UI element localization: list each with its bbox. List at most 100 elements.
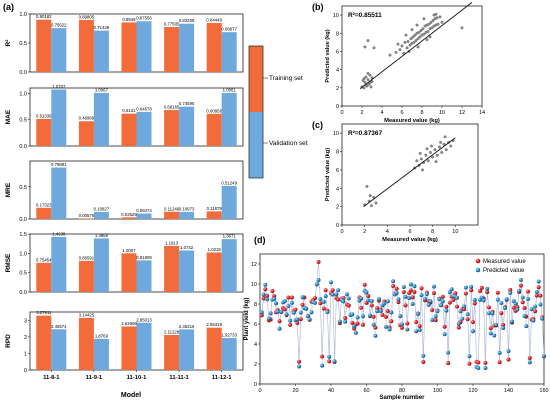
fit-line <box>363 137 456 207</box>
scatter-point <box>421 168 424 172</box>
plot-frame <box>341 5 483 107</box>
bar-value-label: 0.11879 <box>207 206 223 211</box>
y-tick-label: 0 <box>24 368 27 374</box>
bar-value-label: 0.8549 <box>122 17 136 22</box>
measured-point <box>486 305 491 310</box>
predicted-point <box>442 332 447 337</box>
measured-point <box>472 301 477 306</box>
scatter-point <box>421 27 425 31</box>
measured-point <box>375 306 380 311</box>
scatter-point <box>418 35 422 39</box>
predicted-point <box>430 318 435 323</box>
measured-point <box>455 304 460 309</box>
legend-measured-marker <box>475 258 481 264</box>
measured-point <box>462 307 467 312</box>
bar-MRE-valid <box>93 212 109 219</box>
predicted-point <box>298 310 303 315</box>
measured-point <box>433 318 438 323</box>
measured-point <box>293 307 298 312</box>
predicted-point <box>297 364 302 369</box>
measured-point <box>479 285 484 290</box>
y-tick-label: 4 <box>254 342 257 348</box>
measured-point <box>350 320 355 325</box>
scatter-point <box>429 20 433 24</box>
predicted-point <box>277 326 282 331</box>
predicted-point <box>382 301 387 306</box>
bar-MAE-valid <box>136 111 152 146</box>
y-tick-label: 2 <box>254 362 257 368</box>
bar-value-label: 1.0707 <box>52 84 66 89</box>
panel-a-label: (a) <box>3 2 14 12</box>
bar-value-label: 0.74595 <box>179 101 195 106</box>
metric-ylabel-RPD: RPD <box>5 334 12 348</box>
measured-point <box>421 359 426 364</box>
measured-point <box>476 360 481 365</box>
predicted-point <box>291 310 296 315</box>
bar-RPD-valid <box>136 322 152 370</box>
scatter-point <box>417 30 421 34</box>
measured-point <box>536 285 541 290</box>
x-tick-label: 0 <box>340 229 343 235</box>
measured-point <box>327 359 332 364</box>
predicted-point <box>313 300 318 305</box>
x-tick-label: 8 <box>431 229 434 235</box>
scatter-point <box>416 37 420 41</box>
measured-point <box>527 355 532 360</box>
measured-point <box>288 322 293 327</box>
predicted-point <box>538 302 543 307</box>
predicted-point <box>353 330 358 335</box>
scatter-point <box>427 22 431 26</box>
measured-point <box>499 311 504 316</box>
predicted-point <box>286 304 291 309</box>
predicted-point <box>508 290 513 295</box>
bar-RPD-train <box>121 326 137 370</box>
predicted-point <box>265 297 270 302</box>
predicted-point <box>471 329 475 334</box>
measured-point <box>405 321 410 326</box>
scatter-point <box>416 45 420 49</box>
bar-MRE-valid <box>136 213 152 219</box>
y-tick-label: 0 <box>336 223 339 229</box>
bar-value-label: 0.60958 <box>206 108 222 113</box>
predicted-point <box>378 308 383 313</box>
scatter-point <box>432 13 436 17</box>
scatter-point <box>369 85 373 89</box>
bar-value-label: 2.11228 <box>164 329 180 334</box>
bar-MRE-train <box>164 211 180 219</box>
predicted-point <box>465 312 470 317</box>
y-axis-label: Plant yield (kg) <box>244 298 250 341</box>
predicted-point <box>485 286 490 291</box>
measured-point <box>396 300 401 305</box>
predicted-point <box>472 297 477 302</box>
bar-value-label: 0.75622 <box>51 23 67 28</box>
y-tick-label: 2 <box>24 335 27 341</box>
x-tick-label: 0 <box>340 110 343 116</box>
x-axis-label: Sample number <box>379 395 425 400</box>
predicted-point <box>502 306 507 311</box>
metric-ylabel-MAE: MAE <box>5 109 12 124</box>
bar-value-label: 1.8769 <box>95 333 109 338</box>
predicted-point <box>423 296 428 301</box>
predicted-point <box>288 318 293 323</box>
predicted-point <box>426 302 431 307</box>
x-tick-label: 11-11-1 <box>169 375 189 381</box>
measured-point <box>488 326 493 331</box>
x-axis-label: Measured value (kg) <box>382 237 438 243</box>
scatter-point <box>438 145 441 149</box>
measured-point <box>467 361 472 366</box>
predicted-point <box>341 299 346 304</box>
predicted-point <box>437 297 442 302</box>
predicted-point <box>385 299 390 304</box>
bar-MAE-valid <box>51 89 67 146</box>
measured-point <box>417 324 422 329</box>
bar-MRE-train <box>121 217 137 219</box>
panel-b-scatter: 0 2 4 6 8 10 12 14 0 2 4 6 8 10 R²=0.85511 Measured val… <box>325 2 485 124</box>
predicted-point <box>396 297 401 302</box>
measured-point <box>471 320 475 325</box>
measured-point <box>321 306 326 311</box>
predicted-point <box>447 290 452 295</box>
x-tick-label: 11-10-1 <box>127 375 147 381</box>
bar-RMSE-valid <box>93 238 109 292</box>
legend-training-set: Training set <box>269 75 303 82</box>
measured-point <box>272 294 277 299</box>
